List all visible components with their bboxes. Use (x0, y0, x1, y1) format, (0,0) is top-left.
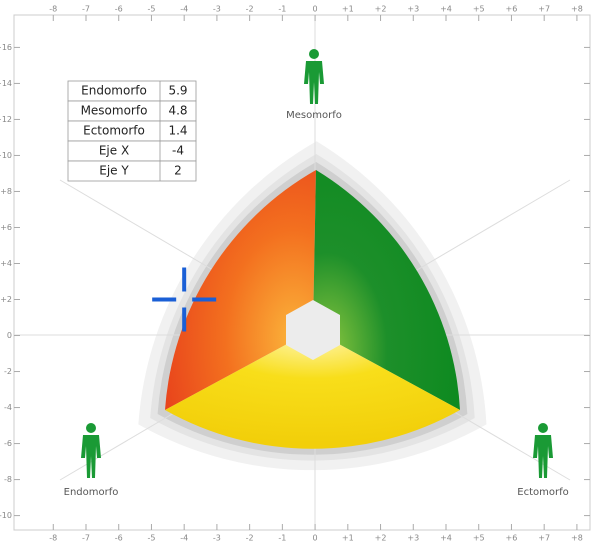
x-tick-label: +3 (407, 534, 419, 543)
x-tick-label: -8 (49, 534, 57, 543)
x-tick-label: -7 (82, 534, 90, 543)
row-value: 2 (174, 164, 182, 178)
row-label: Mesomorfo (81, 104, 148, 118)
mesomorph-icon (304, 49, 324, 104)
y-tick-label: +6 (0, 223, 12, 232)
y-tick-label: +2 (0, 295, 12, 304)
y-tick-label: -4 (4, 403, 12, 412)
x-tick-label: -5 (147, 534, 155, 543)
x-tick-label: +7 (538, 5, 550, 14)
x-tick-label: +5 (473, 534, 485, 543)
x-tick-label: -7 (82, 5, 90, 14)
summary-table: Endomorfo 5.9 Mesomorfo 4.8 Ectomorfo 1.4 Eje … (67, 80, 197, 182)
annotation: Ectomorfo (517, 487, 568, 498)
x-tick-label: 0 (313, 534, 318, 543)
y-tick-label: -8 (4, 475, 12, 484)
x-tick-label: +2 (375, 534, 387, 543)
x-tick-label: +6 (506, 5, 518, 14)
annotation: Mesomorfo (286, 110, 342, 121)
row-value: 4.8 (168, 104, 187, 118)
table-row (67, 160, 197, 182)
x-tick-label: +8 (571, 534, 583, 543)
x-tick-label: +8 (571, 5, 583, 14)
x-tick-label: -1 (278, 534, 286, 543)
x-tick-label: -5 (147, 5, 155, 14)
x-tick-label: -6 (115, 534, 123, 543)
x-tick-label: 0 (313, 5, 318, 14)
y-tick-label: -10 (0, 511, 12, 520)
y-tick-label: +16 (0, 43, 12, 52)
x-tick-label: -2 (246, 534, 254, 543)
row-value: 1.4 (168, 124, 187, 138)
x-tick-label: -4 (180, 5, 188, 14)
x-tick-label: +7 (538, 534, 550, 543)
row-value: 5.9 (168, 84, 187, 98)
x-tick-label: -3 (213, 534, 221, 543)
y-tick-label: +12 (0, 115, 12, 124)
annotation: Endomorfo (64, 487, 119, 498)
x-tick-label: -1 (278, 5, 286, 14)
y-tick-label: -2 (4, 367, 12, 376)
x-tick-label: +1 (342, 5, 354, 14)
y-tick-label: +4 (0, 259, 12, 268)
y-tick-label: +8 (0, 187, 12, 196)
x-tick-label: -6 (115, 5, 123, 14)
x-tick-label: -4 (180, 534, 188, 543)
point-marker (152, 267, 217, 332)
x-tick-label: -3 (213, 5, 221, 14)
x-tick-label: +3 (407, 5, 419, 14)
x-tick-label: +6 (506, 534, 518, 543)
x-tick-label: +2 (375, 5, 387, 14)
row-label: Endomorfo (81, 84, 147, 98)
row-value: -4 (172, 144, 184, 158)
ectomorph-sector (165, 330, 460, 449)
y-tick-label: +10 (0, 151, 12, 160)
y-tick-label: 0 (7, 331, 12, 340)
x-tick-label: +1 (342, 534, 354, 543)
y-tick-label: -6 (4, 439, 12, 448)
endomorph-icon (81, 423, 101, 478)
row-label: Eje Y (99, 164, 129, 178)
x-tick-label: +4 (440, 534, 452, 543)
y-tick-label: +14 (0, 79, 12, 88)
x-tick-label: -8 (49, 5, 57, 14)
x-tick-label: +4 (440, 5, 452, 14)
frame (13, 14, 591, 531)
center-hexagon (286, 300, 340, 360)
endomorph-sector (165, 170, 316, 410)
row-label: Ectomorfo (83, 124, 145, 138)
ectomorph-icon (533, 423, 553, 478)
x-tick-label: +5 (473, 5, 485, 14)
row-label: Eje X (99, 144, 129, 158)
x-tick-label: -2 (246, 5, 254, 14)
